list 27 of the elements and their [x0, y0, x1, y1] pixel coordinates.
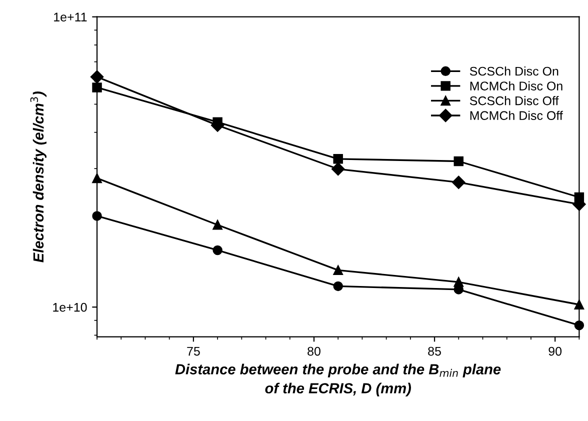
point [212, 220, 222, 230]
point [574, 320, 584, 330]
point [333, 265, 343, 276]
point [452, 176, 466, 189]
x-tick-label: 85 [428, 346, 441, 356]
x-tick-label: 75 [187, 346, 200, 356]
legend-label: MCMCh Disc Off [470, 110, 563, 120]
point [574, 192, 584, 202]
y-axis-title: Electron density (el/cm$^{3}$) [30, 92, 46, 262]
x-tick-label: 90 [548, 346, 562, 356]
point [574, 300, 584, 310]
point [332, 162, 345, 176]
x-tick-label: 80 [308, 346, 320, 356]
point [92, 211, 102, 221]
legend-label: SCSCh Disc On [470, 66, 558, 76]
point [92, 82, 102, 92]
legend-label: MCMCh Disc On [470, 81, 562, 90]
y-tick-label: 1e+10 [53, 302, 87, 312]
point [454, 156, 464, 166]
point [90, 70, 104, 84]
point [333, 281, 343, 292]
point [333, 154, 343, 164]
text: Distance between the probe and the B$_{min}$ plane of the ECRIS, D (mm) [175, 364, 501, 396]
point [92, 173, 102, 184]
point [212, 245, 222, 256]
y-tick-label: 1e+11 [54, 12, 87, 22]
legend-label: SCSCh Disc Off [470, 96, 559, 106]
